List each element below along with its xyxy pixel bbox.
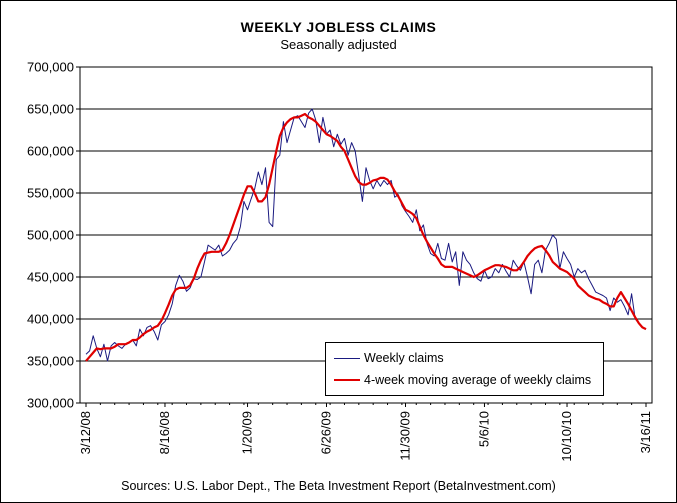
chart-source-note: Sources: U.S. Labor Dept., The Beta Inve…: [121, 479, 556, 493]
x-tick-label: 3/16/11: [638, 411, 653, 453]
x-tick-label: 1/20/09: [240, 411, 255, 454]
x-tick-label: 11/30/09: [397, 411, 412, 461]
chart-legend: Weekly claims 4-week moving average of w…: [325, 342, 604, 396]
y-tick-label: 400,000: [27, 312, 74, 327]
series-line-weekly-claims: [85, 108, 647, 362]
x-tick-label: 3/12/08: [78, 411, 93, 454]
legend-item-weekly: Weekly claims: [334, 349, 444, 367]
y-tick-label: 450,000: [27, 270, 74, 285]
legend-swatch-weekly: [334, 357, 360, 359]
x-tick-label: 5/6/10: [476, 411, 491, 447]
x-tick-label: 10/10/10: [559, 411, 574, 462]
legend-label-weekly: Weekly claims: [364, 351, 444, 365]
y-tick-label: 600,000: [27, 144, 74, 159]
y-tick-label: 550,000: [27, 186, 74, 201]
y-tick-label: 650,000: [27, 102, 74, 117]
chart-subtitle: Seasonally adjusted: [280, 37, 397, 52]
series-line-4-week-average: [85, 112, 647, 362]
legend-swatch-average: [334, 379, 360, 381]
y-tick-label: 350,000: [27, 354, 74, 369]
y-tick-label: 500,000: [27, 228, 74, 243]
y-tick-label: 300,000: [27, 396, 74, 411]
x-tick-label: 8/16/08: [157, 411, 172, 454]
y-tick-label: 700,000: [27, 60, 74, 75]
legend-item-average: 4-week moving average of weekly claims: [334, 371, 591, 389]
chart-title: WEEKLY JOBLESS CLAIMS: [240, 19, 437, 35]
x-tick-label: 6/26/09: [319, 411, 334, 454]
legend-label-average: 4-week moving average of weekly claims: [364, 373, 592, 387]
